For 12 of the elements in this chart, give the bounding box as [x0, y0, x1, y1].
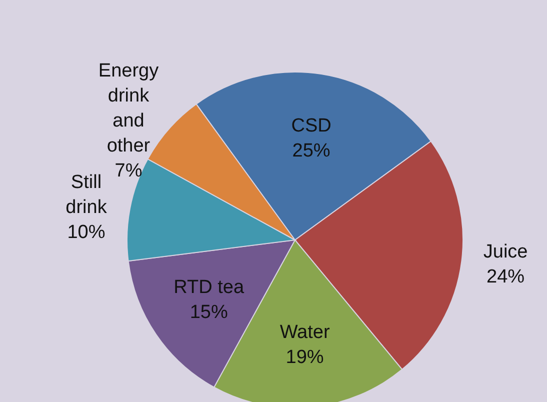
- slice-label: Juice: [483, 241, 528, 262]
- data-label: 10%: [67, 222, 106, 243]
- slice-label: Still drink: [66, 172, 108, 218]
- slice-label: CSD: [291, 116, 332, 137]
- data-label: 24%: [486, 266, 525, 288]
- slice-label: Energy drink and other: [98, 60, 160, 157]
- data-label: 15%: [190, 302, 228, 324]
- slice-label: RTD tea: [174, 277, 244, 298]
- slice-label: Water: [280, 322, 330, 344]
- data-label: 19%: [286, 347, 324, 368]
- data-label: 25%: [292, 140, 330, 162]
- data-label: 7%: [114, 160, 142, 182]
